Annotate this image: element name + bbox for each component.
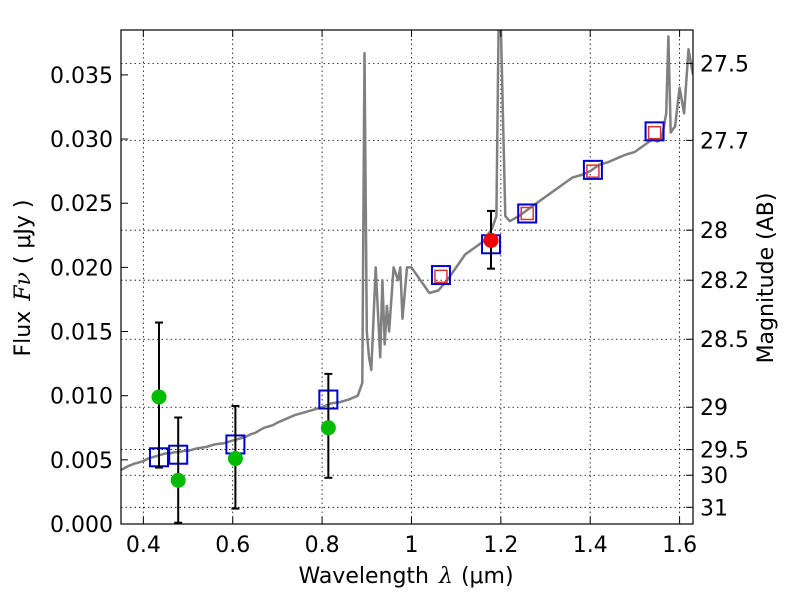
x-tick-label: 0.8 xyxy=(305,533,340,558)
x-tick-label: 1.2 xyxy=(483,533,518,558)
observed-point-marker xyxy=(483,232,499,248)
x-tick-label: 1.4 xyxy=(573,533,608,558)
y-tick-label: 0.010 xyxy=(50,385,113,410)
y2-tick-label: 28.5 xyxy=(700,328,749,353)
y-tick-label: 0.015 xyxy=(50,321,113,346)
y2-axis-title: Magnitude (AB) xyxy=(754,193,779,364)
observed-point-marker xyxy=(227,451,243,467)
y2-tick-label: 29.5 xyxy=(700,439,749,464)
y2-tick-label: 28.2 xyxy=(700,269,749,294)
plot-area xyxy=(121,30,693,524)
y-tick-label: 0.035 xyxy=(50,64,113,89)
y2-tick-label: 27.7 xyxy=(700,129,749,154)
observed-point-marker xyxy=(151,389,167,405)
x-tick-label: 0.4 xyxy=(126,533,161,558)
x-axis-title: Wavelength λ (μm) xyxy=(298,564,513,589)
model-photometry-marker xyxy=(430,265,451,286)
model-photometry-marker xyxy=(517,203,538,224)
observed-point-marker xyxy=(320,420,336,436)
y-tick-label: 0.025 xyxy=(50,192,113,217)
observed-nir-marker xyxy=(434,269,448,284)
y-axis-title: FluxFν( μJy ) xyxy=(11,199,36,356)
y2-tick-label: 31 xyxy=(700,496,728,521)
y2-tick-label: 27.5 xyxy=(700,52,749,77)
observed-point-marker xyxy=(170,472,186,488)
grid-lines xyxy=(121,30,693,524)
y-tick-label: 0.005 xyxy=(50,449,113,474)
observed-nir-marker xyxy=(520,206,534,221)
y2-tick-label: 29 xyxy=(700,396,728,421)
model-photometry-marker xyxy=(644,121,665,142)
tick-labels: 0.4 0.6 0.8 1 1.2 1.4 1.6 0.000 0.005 0.010 0.015 0… xyxy=(50,52,749,558)
axis-ticks xyxy=(121,30,693,525)
observed-nir-marker xyxy=(586,164,600,178)
y2-tick-label: 30 xyxy=(700,464,728,489)
x-tick-label: 1.6 xyxy=(662,533,697,558)
y2-tick-label: 28 xyxy=(700,219,728,244)
observed-nir-marker xyxy=(647,125,662,140)
y-tick-label: 0.000 xyxy=(50,513,113,538)
y-tick-label: 0.030 xyxy=(50,128,113,153)
x-tick-label: 1 xyxy=(404,533,418,558)
y-tick-label: 0.020 xyxy=(50,256,113,281)
x-tick-label: 0.6 xyxy=(215,533,250,558)
plot-frame xyxy=(120,29,694,525)
model-photometry-marker xyxy=(582,159,603,180)
